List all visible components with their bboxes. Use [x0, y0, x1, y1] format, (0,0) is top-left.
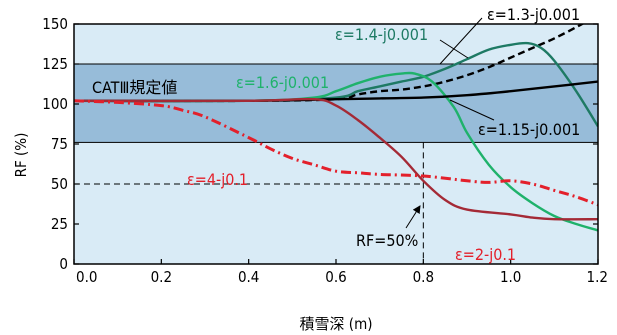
- series-line-eps-1-4-j0-001: [74, 41, 598, 128]
- x-tick-label: 0.4: [238, 268, 259, 286]
- series-line-eps-4-j0-1: [74, 99, 598, 207]
- label-eps-4: ε=4-j0.1: [187, 170, 248, 189]
- leader-rf50: [405, 205, 421, 229]
- x-tick-label: 1.0: [500, 268, 521, 286]
- y-axis-label: RF (%): [12, 133, 30, 178]
- leader-eps-1-4: [439, 39, 469, 59]
- y-tick-label: 100: [42, 95, 68, 113]
- y-tick-label: 25: [51, 215, 68, 233]
- x-tick-label: 0.2: [151, 268, 172, 286]
- label-leaders: [405, 17, 495, 229]
- label-eps-1-6: ε=1.6-j0.001: [236, 73, 329, 92]
- leader-eps-1-15: [449, 99, 495, 121]
- x-axis-label: 積雪深 (m): [300, 315, 373, 333]
- series-line-eps-2-j0-1: [74, 97, 598, 221]
- cat3-spec-band: [73, 63, 599, 143]
- plot-background: [74, 24, 598, 264]
- label-eps-1-4: ε=1.4-j0.001: [335, 25, 428, 44]
- series-layer: [74, 24, 598, 232]
- label-eps-1-3: ε=1.3-j0.001: [487, 5, 580, 24]
- series-line-eps-1-6-j0-001: [74, 71, 598, 232]
- cat3-spec-band-label: CATⅢ規定値: [92, 78, 177, 97]
- x-tick-label: 0.0: [76, 268, 97, 286]
- x-tick-label: 1.2: [587, 268, 608, 286]
- tick-layer: 0.0 0.2 0.4 0.6 0.8 1.0 1.2 0 25 50 75 100 125 150: [42, 15, 608, 286]
- y-tick-label: 50: [51, 175, 68, 193]
- y-tick-label: 0: [59, 255, 68, 273]
- y-tick-label: 125: [42, 55, 68, 73]
- y-tick-label: 75: [51, 135, 68, 153]
- label-eps-1-15: ε=1.15-j0.001: [478, 120, 580, 139]
- y-tick-label: 150: [42, 15, 68, 33]
- label-eps-2: ε=2-j0.1: [455, 245, 516, 264]
- label-rf-50: RF=50%: [356, 231, 418, 250]
- x-tick-label: 0.6: [325, 268, 346, 286]
- leader-eps-1-3: [439, 17, 483, 65]
- x-tick-label: 0.8: [413, 268, 434, 286]
